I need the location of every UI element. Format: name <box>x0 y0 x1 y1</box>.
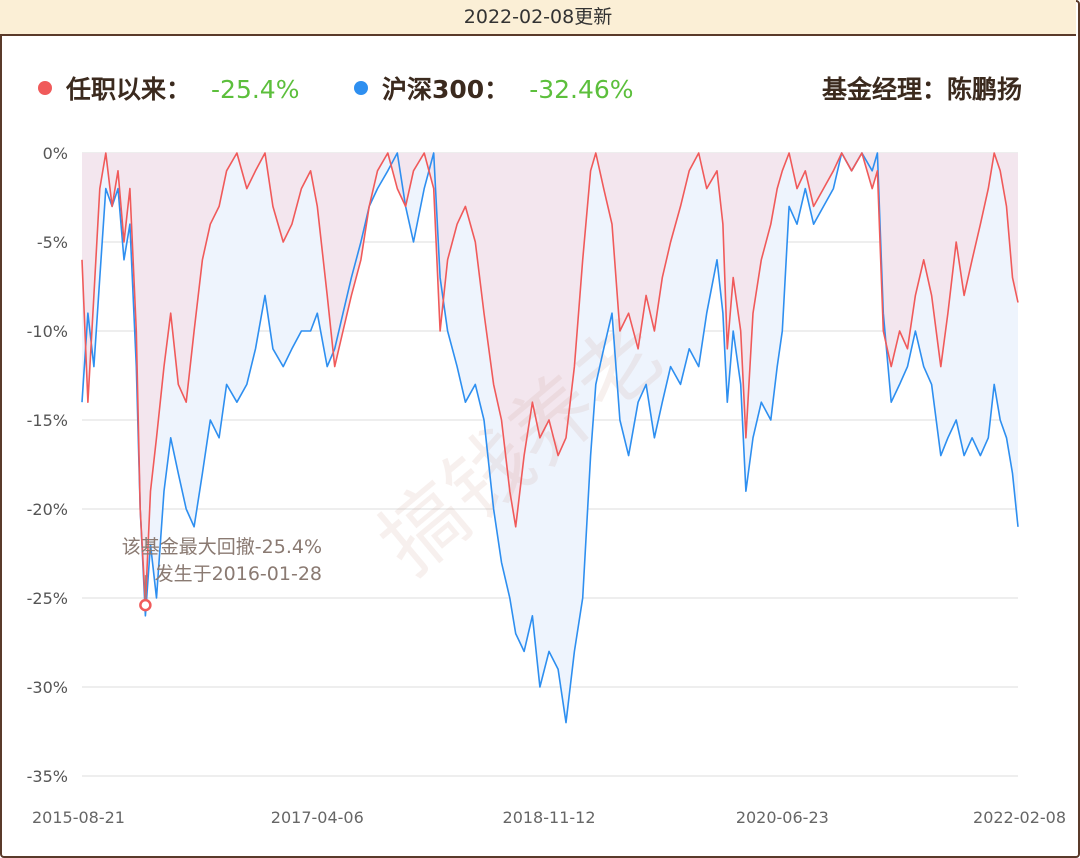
fund-label: 任职以来： <box>66 75 192 104</box>
x-tick-label: 2022-02-08 <box>973 808 1066 827</box>
fund-dot-icon <box>38 81 52 95</box>
x-tick-label: 2020-06-23 <box>736 808 829 827</box>
y-tick-label: -30% <box>27 678 68 697</box>
x-tick-label: 2017-04-06 <box>271 808 364 827</box>
y-tick-label: -35% <box>27 767 68 786</box>
x-axis: 2015-08-21 2017-04-06 2018-11-12 2020-06-23… <box>32 808 1066 827</box>
legend: 任职以来： -25.4% 沪深300： -32.46% 基金经理：陈鹏扬 <box>0 70 1076 110</box>
x-tick-label: 2015-08-21 <box>32 808 125 827</box>
y-tick-label: 0% <box>43 144 68 163</box>
y-axis: 0% -5% -10% -15% -20% -25% -30% -35% <box>27 144 68 786</box>
x-tick-label: 2018-11-12 <box>503 808 596 827</box>
update-date-bar: 2022-02-08更新 <box>0 0 1076 36</box>
y-tick-label: -15% <box>27 411 68 430</box>
annotation-line-1: 该基金最大回撤-25.4% <box>122 536 322 558</box>
y-tick-label: -5% <box>37 233 68 252</box>
y-tick-label: -20% <box>27 500 68 519</box>
series-lines <box>81 152 1019 724</box>
max-drawdown-annotation: 该基金最大回撤-25.4% 发生于2016-01-28 <box>122 536 322 612</box>
y-tick-label: -25% <box>27 589 68 608</box>
y-tick-label: -10% <box>27 322 68 341</box>
index-dot-icon <box>354 81 368 95</box>
max-drawdown-marker[interactable] <box>139 598 152 612</box>
line-index <box>81 152 1019 724</box>
index-label: 沪深300： <box>382 75 510 104</box>
fund-return-value: -25.4% <box>211 75 300 104</box>
legend-item-index[interactable]: 沪深300： -32.46% <box>354 70 634 106</box>
area-fund <box>82 153 1018 606</box>
legend-item-fund[interactable]: 任职以来： -25.4% <box>38 70 299 106</box>
line-fund <box>81 152 1019 606</box>
fund-manager: 基金经理：陈鹏扬 <box>821 75 1022 104</box>
update-date-text: 2022-02-08更新 <box>463 6 613 28</box>
index-return-value: -32.46% <box>529 75 634 104</box>
annotation-line-2: 发生于2016-01-28 <box>155 563 322 585</box>
